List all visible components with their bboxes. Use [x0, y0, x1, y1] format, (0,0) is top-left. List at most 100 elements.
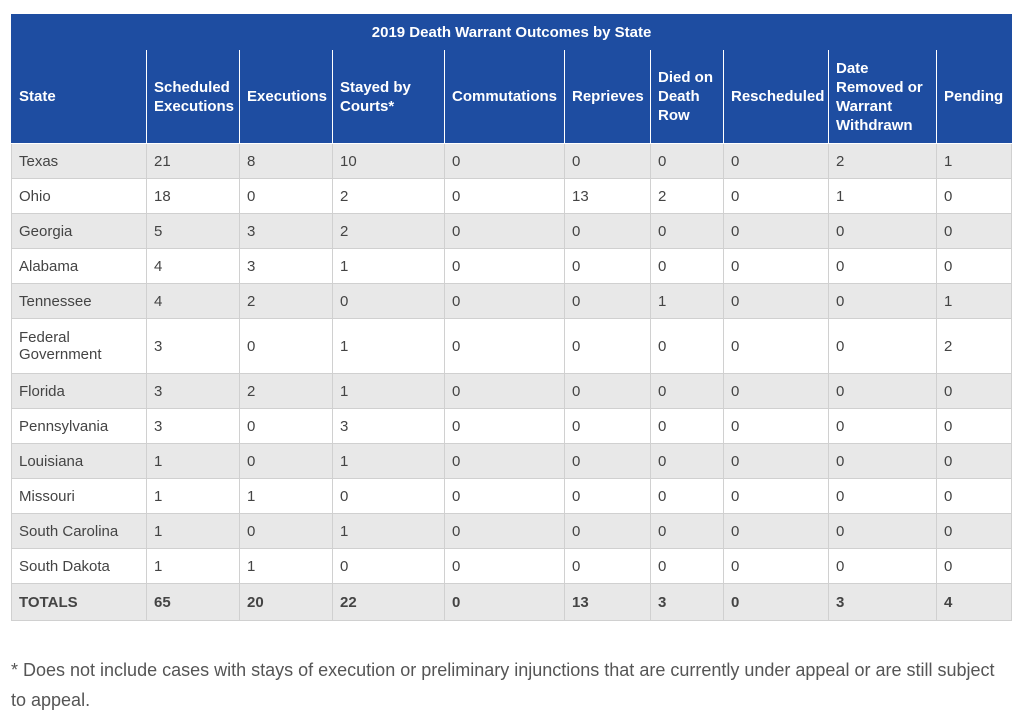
value-cell: 0	[828, 408, 937, 444]
value-cell: 2	[332, 213, 445, 249]
value-cell: 10	[332, 143, 445, 179]
value-cell: 1	[332, 443, 445, 479]
value-cell: 0	[723, 513, 829, 549]
value-cell: 1	[146, 478, 240, 514]
total-cell: 22	[332, 583, 445, 621]
value-cell: 0	[723, 283, 829, 319]
value-cell: 0	[444, 318, 565, 374]
state-cell: Georgia	[11, 213, 147, 249]
table-row: Georgia 5 3 2 0 0 0 0 0 0	[11, 213, 1013, 249]
value-cell: 0	[444, 478, 565, 514]
column-header: Pending	[935, 49, 1013, 144]
value-cell: 3	[239, 248, 333, 284]
value-cell: 0	[723, 408, 829, 444]
column-header: Commutations	[444, 49, 565, 144]
total-cell: 0	[723, 583, 829, 621]
value-cell: 0	[650, 408, 724, 444]
value-cell: 21	[146, 143, 240, 179]
value-cell: 0	[332, 478, 445, 514]
value-cell: 0	[935, 478, 1013, 514]
value-cell: 0	[444, 513, 565, 549]
value-cell: 18	[146, 178, 240, 214]
totals-label: TOTALS	[11, 583, 147, 621]
value-cell: 0	[444, 213, 565, 249]
state-cell: Texas	[11, 143, 147, 179]
table-title: 2019 Death Warrant Outcomes by State	[10, 14, 1013, 50]
value-cell: 0	[650, 373, 724, 409]
value-cell: 0	[935, 443, 1013, 479]
column-header: Rescheduled	[723, 49, 829, 144]
value-cell: 8	[239, 143, 333, 179]
value-cell: 2	[239, 283, 333, 319]
value-cell: 4	[146, 248, 240, 284]
value-cell: 3	[146, 318, 240, 374]
value-cell: 0	[828, 248, 937, 284]
value-cell: 0	[935, 548, 1013, 584]
value-cell: 13	[564, 178, 651, 214]
value-cell: 0	[564, 513, 651, 549]
value-cell: 1	[146, 513, 240, 549]
value-cell: 0	[332, 548, 445, 584]
value-cell: 0	[828, 283, 937, 319]
value-cell: 1	[332, 373, 445, 409]
value-cell: 1	[146, 548, 240, 584]
value-cell: 0	[723, 373, 829, 409]
value-cell: 0	[650, 548, 724, 584]
value-cell: 0	[650, 318, 724, 374]
value-cell: 4	[146, 283, 240, 319]
state-cell: South Dakota	[11, 548, 147, 584]
footnote: * Does not include cases with stays of e…	[11, 660, 995, 710]
table-row: Alabama 4 3 1 0 0 0 0 0 0	[11, 248, 1013, 284]
value-cell: 0	[564, 373, 651, 409]
table-row: Ohio 18 0 2 0 13 2 0 1 0	[11, 178, 1013, 214]
value-cell: 0	[564, 478, 651, 514]
value-cell: 2	[935, 318, 1013, 374]
value-cell: 0	[444, 443, 565, 479]
value-cell: 0	[564, 248, 651, 284]
value-cell: 5	[146, 213, 240, 249]
state-cell: Florida	[11, 373, 147, 409]
value-cell: 0	[650, 513, 724, 549]
value-cell: 0	[564, 213, 651, 249]
table-row: Federal Government 3 0 1 0 0 0 0 0 2	[11, 318, 1013, 374]
value-cell: 1	[332, 318, 445, 374]
value-cell: 0	[935, 248, 1013, 284]
value-cell: 0	[239, 318, 333, 374]
value-cell: 0	[650, 213, 724, 249]
totals-row: TOTALS 65 20 22 0 13 3 0 3 4	[11, 583, 1013, 621]
state-cell: Ohio	[11, 178, 147, 214]
value-cell: 0	[650, 478, 724, 514]
state-cell: Tennessee	[11, 283, 147, 319]
value-cell: 0	[239, 408, 333, 444]
table-row: South Carolina 1 0 1 0 0 0 0 0 0	[11, 513, 1013, 549]
value-cell: 0	[935, 513, 1013, 549]
column-header: Scheduled Executions	[146, 49, 240, 144]
value-cell: 1	[239, 478, 333, 514]
column-header: Reprieves	[564, 49, 651, 144]
value-cell: 1	[650, 283, 724, 319]
value-cell: 0	[444, 408, 565, 444]
value-cell: 0	[444, 548, 565, 584]
value-cell: 0	[650, 443, 724, 479]
value-cell: 3	[332, 408, 445, 444]
state-cell: Louisiana	[11, 443, 147, 479]
total-cell: 20	[239, 583, 333, 621]
value-cell: 0	[935, 408, 1013, 444]
value-cell: 2	[650, 178, 724, 214]
value-cell: 0	[239, 443, 333, 479]
value-cell: 1	[828, 178, 937, 214]
value-cell: 0	[723, 143, 829, 179]
value-cell: 0	[828, 373, 937, 409]
value-cell: 1	[332, 248, 445, 284]
state-cell: Pennsylvania	[11, 408, 147, 444]
value-cell: 0	[935, 213, 1013, 249]
value-cell: 0	[564, 408, 651, 444]
value-cell: 0	[828, 548, 937, 584]
total-cell: 4	[935, 583, 1013, 621]
table-row: Louisiana 1 0 1 0 0 0 0 0 0	[11, 443, 1013, 479]
column-header: Stayed by Courts*	[332, 49, 445, 144]
value-cell: 0	[723, 248, 829, 284]
total-cell: 13	[564, 583, 651, 621]
value-cell: 1	[935, 143, 1013, 179]
value-cell: 0	[723, 213, 829, 249]
